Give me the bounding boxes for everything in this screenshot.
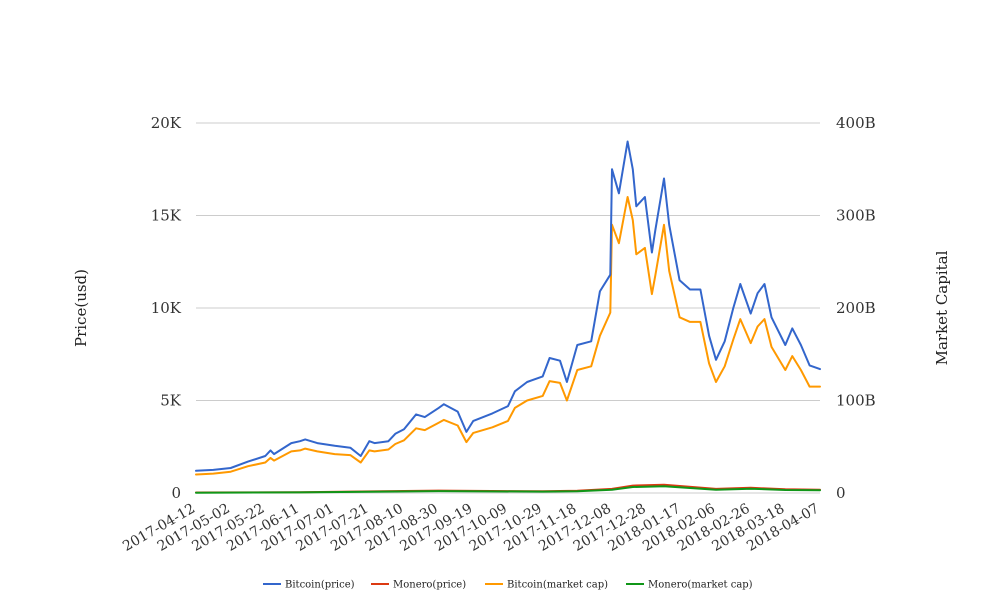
y-right-tick-label: 100B xyxy=(836,392,876,410)
series-line-monero-market-cap xyxy=(195,485,821,494)
series-line-bitcoin-market-cap xyxy=(195,196,821,476)
y-axis-left-ticks: 0 5K 10K 15K 20K xyxy=(151,114,182,502)
y-right-tick-label: 0 xyxy=(836,484,846,502)
grid-lines xyxy=(196,122,820,494)
legend-label: Monero(market cap) xyxy=(648,580,753,591)
y-axis-left-title: Price(usd) xyxy=(72,269,90,347)
legend-label: Bitcoin(price) xyxy=(285,580,355,591)
y-left-tick-label: 5K xyxy=(160,392,182,410)
y-left-tick-label: 15K xyxy=(151,207,182,225)
y-axis-right-title: Market Capital xyxy=(933,250,951,365)
y-right-tick-label: 300B xyxy=(836,207,876,225)
y-right-tick-label: 400B xyxy=(836,114,876,132)
x-axis-ticks: 2017-04-122017-05-022017-05-222017-06-11… xyxy=(120,501,822,555)
series-line-bitcoin-price xyxy=(195,140,821,472)
y-left-tick-label: 10K xyxy=(151,299,182,317)
legend-label: Monero(price) xyxy=(393,580,466,591)
y-axis-right-ticks: 0 100B 200B 300B 400B xyxy=(836,114,876,502)
legend: Bitcoin(price) Monero(price) Bitcoin(marke… xyxy=(263,580,753,591)
y-left-tick-label: 20K xyxy=(151,114,182,132)
series-lines xyxy=(195,140,821,494)
y-left-tick-label: 0 xyxy=(171,484,181,502)
y-right-tick-label: 200B xyxy=(836,299,876,317)
legend-label: Bitcoin(market cap) xyxy=(507,580,608,591)
